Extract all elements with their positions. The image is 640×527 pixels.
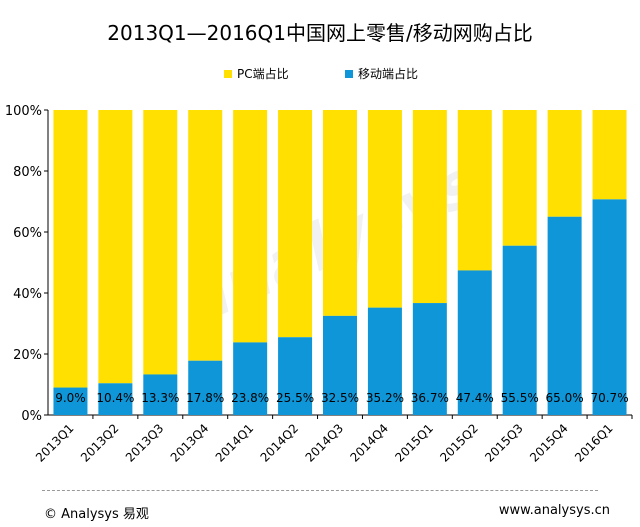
bar-mobile [592, 199, 627, 415]
bar-mobile [278, 337, 313, 415]
x-tick-label: 2015Q3 [482, 421, 526, 465]
x-tick-label: 2013Q4 [168, 421, 212, 465]
data-label: 25.5% [276, 391, 314, 405]
bar-pc [278, 110, 313, 338]
y-tick-label: 20% [13, 348, 42, 363]
x-tick-label: 2013Q3 [123, 421, 167, 465]
bar-pc [367, 110, 402, 308]
y-tick-label: 60% [13, 226, 42, 241]
data-label: 17.8% [186, 391, 224, 405]
x-tick-label: 2013Q1 [33, 421, 77, 465]
chart-title: 2013Q1—2016Q1中国网上零售/移动网购占比 [107, 21, 532, 45]
x-tick-label: 2014Q2 [258, 421, 302, 465]
bar-mobile [188, 360, 223, 415]
x-tick-label: 2013Q2 [78, 421, 122, 465]
bar-pc [412, 110, 447, 304]
bar-pc [53, 110, 88, 388]
data-label: 10.4% [96, 391, 134, 405]
footer-divider [42, 490, 598, 491]
data-label: 32.5% [321, 391, 359, 405]
legend-label: 移动端占比 [358, 66, 418, 81]
bar-mobile [233, 342, 268, 415]
bar-mobile [502, 245, 537, 415]
bar-mobile [367, 307, 402, 415]
data-label: 55.5% [501, 391, 539, 405]
x-tick-label: 2016Q1 [572, 421, 616, 465]
bar-pc [592, 110, 627, 200]
bar-pc [233, 110, 268, 343]
bar-mobile [143, 374, 178, 415]
x-tick-label: 2014Q3 [303, 421, 347, 465]
bar-mobile [53, 387, 88, 415]
legend-swatch [224, 70, 232, 78]
y-tick-label: 0% [21, 409, 42, 424]
y-tick-label: 80% [13, 165, 42, 180]
footer-copyright: © Analysys 易观 [44, 507, 149, 522]
bar-mobile [412, 303, 447, 415]
bar-mobile [323, 315, 357, 415]
data-label: 47.4% [456, 391, 494, 405]
legend-swatch [345, 70, 353, 78]
bar-pc [323, 110, 357, 316]
x-tick-label: 2014Q1 [213, 421, 257, 465]
bar-mobile [547, 216, 582, 415]
data-label: 35.2% [366, 391, 404, 405]
y-tick-label: 100% [5, 104, 42, 119]
x-tick-label: 2014Q4 [347, 421, 391, 465]
y-tick-label: 40% [13, 287, 42, 302]
data-label: 65.0% [546, 391, 584, 405]
legend-label: PC端占比 [237, 66, 289, 81]
bar-pc [502, 110, 537, 246]
footer-url[interactable]: www.analysys.cn [498, 503, 610, 518]
data-label: 13.3% [141, 391, 179, 405]
data-label: 23.8% [231, 391, 269, 405]
data-label: 36.7% [411, 391, 449, 405]
x-tick-label: 2015Q4 [527, 421, 571, 465]
x-tick-label: 2015Q1 [392, 421, 436, 465]
bar-pc [547, 110, 582, 217]
data-label: 9.0% [55, 391, 86, 405]
bar-pc [143, 110, 178, 375]
bar-pc [98, 110, 133, 384]
bar-pc [457, 110, 492, 271]
data-label: 70.7% [590, 391, 628, 405]
bar-mobile [98, 383, 133, 415]
x-tick-label: 2015Q2 [437, 421, 481, 465]
bar-mobile [457, 270, 492, 415]
bar-pc [188, 110, 223, 361]
